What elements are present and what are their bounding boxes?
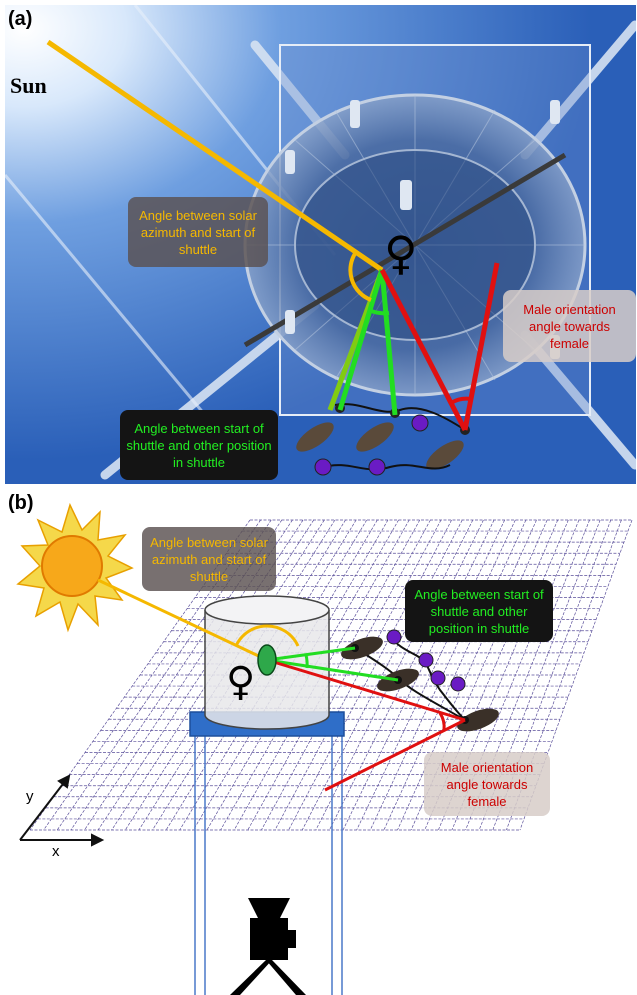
grid-line-v — [138, 519, 336, 831]
female-position — [257, 644, 277, 676]
shuttle-angle-arc — [370, 309, 390, 316]
arena-rod — [243, 152, 567, 348]
grid-line-v — [465, 519, 590, 831]
sun-azimuth-line — [46, 39, 384, 273]
panel-a-label: (a) — [8, 8, 33, 30]
grid-line-v — [383, 519, 527, 831]
panel-a-scene — [5, 5, 636, 484]
solar-angle-arc-b — [234, 624, 300, 647]
grid-line-v — [301, 519, 463, 831]
grid-line-v — [97, 519, 304, 831]
shuttle-start-line-b — [266, 646, 356, 662]
solar-angle-label-b: Angle between solar azimuth and start of… — [142, 527, 276, 591]
moth-specimens — [296, 422, 464, 470]
sun-label: Sun — [10, 73, 47, 98]
grid-line-v — [397, 519, 537, 831]
shuttle-start-line — [337, 269, 385, 411]
male-angle-label-a: Male orientation angle towards female — [503, 290, 636, 362]
axes — [19, 774, 105, 847]
axis-x-label: x — [52, 843, 60, 860]
grid-line-v — [261, 519, 431, 831]
shuttle-path-upper — [334, 403, 466, 431]
sun-icon — [16, 502, 134, 633]
panel-a-photo — [5, 5, 636, 484]
male-heading-line-b — [324, 718, 466, 792]
female-symbol-a: ♀ — [384, 226, 418, 280]
moths-b — [341, 636, 499, 732]
shuttle-path-lower — [322, 464, 451, 471]
shuttle-position-line — [379, 269, 398, 416]
male-angle-label-b: Male orientation angle towards female — [424, 752, 550, 816]
camera-icon — [230, 898, 306, 995]
shuttle-angle-label-a: Angle between start of shuttle and other… — [120, 410, 278, 480]
male-to-female-line — [379, 268, 468, 432]
shuttle-path-b — [391, 637, 466, 721]
grid-line-v — [70, 519, 283, 831]
grid-line-v — [247, 519, 421, 831]
shuttle-markers-b — [351, 629, 469, 724]
grid-line-v — [206, 519, 389, 831]
stand-legs — [194, 735, 343, 995]
shuttle-angle-label-b: Angle between start of shuttle and other… — [405, 580, 553, 642]
male-heading-line — [462, 262, 500, 431]
grid-line-v — [410, 519, 548, 831]
shuttle-angle-arc-b — [304, 654, 309, 669]
solar-angle-arc — [348, 250, 372, 302]
sun-azimuth-line-b — [97, 578, 268, 662]
grid-line-v — [220, 519, 399, 831]
male-angle-arc — [449, 396, 472, 405]
male-to-female-line-b — [266, 658, 466, 722]
panel-b-diagram — [16, 502, 633, 995]
shuttle-position-line-b — [266, 658, 399, 682]
grid-line-v — [84, 519, 293, 831]
solar-angle-label-a: Angle between solar azimuth and start of… — [128, 197, 268, 267]
grid-line-v — [124, 519, 325, 831]
axis-y-label: y — [26, 788, 34, 805]
female-symbol-b: ♀ — [226, 659, 256, 705]
panel-b-label: (b) — [8, 492, 34, 514]
male-angle-arc-b — [438, 712, 446, 731]
